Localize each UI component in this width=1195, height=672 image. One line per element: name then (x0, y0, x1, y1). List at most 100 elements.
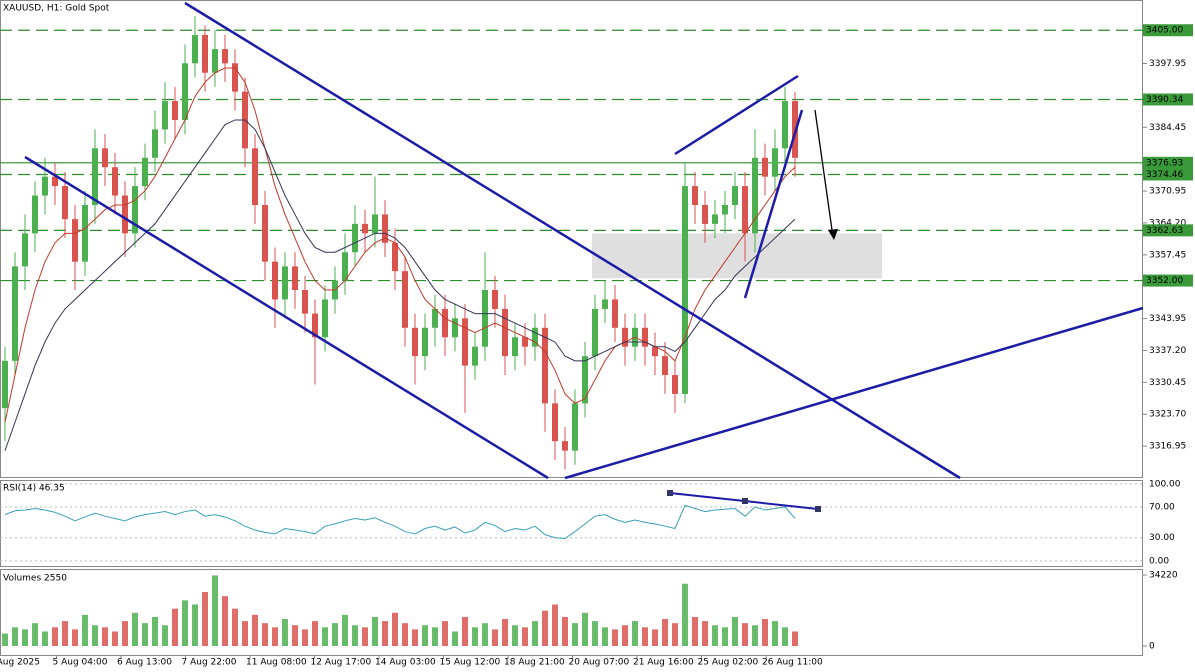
x-tick-label: 25 Aug 02:00 (698, 658, 759, 668)
volume-bar (82, 614, 88, 646)
candle-body (602, 299, 608, 309)
volume-bar (762, 619, 768, 646)
x-tick-label: 7 Aug 22:00 (182, 658, 237, 668)
candle-body (232, 63, 238, 92)
volume-bar (462, 616, 468, 646)
candle-body (652, 346, 658, 357)
candle-body (142, 157, 148, 187)
volume-bar (492, 629, 498, 646)
y-tick-label: 70.00 (1149, 502, 1175, 512)
candle-body (492, 290, 498, 309)
candle-body (212, 49, 218, 73)
y-tick-label: 3384.45 (1149, 123, 1186, 133)
volume-bar (412, 629, 418, 646)
volume-bar (142, 623, 148, 646)
level-label: 3405.00 (1146, 26, 1183, 36)
volume-bar (432, 627, 438, 646)
candle-body (182, 63, 188, 120)
x-tick-label: 20 Aug 07:00 (569, 658, 630, 668)
level-label: 3390.34 (1146, 95, 1183, 105)
divergence-point (742, 498, 748, 504)
volume-bar (592, 621, 598, 646)
y-tick-label: 100.00 (1149, 479, 1181, 489)
level-tag (1143, 168, 1193, 181)
candle-body (502, 308, 508, 357)
candle-body (462, 318, 468, 366)
candle-body (152, 129, 158, 158)
candle-body (772, 148, 778, 177)
volume-bar (732, 616, 738, 646)
volume-bar (322, 627, 328, 646)
moving-average (4, 119, 796, 451)
x-tick-label: 26 Aug 11:00 (762, 658, 823, 668)
volume-bar (312, 621, 318, 646)
level-label: 3352.00 (1146, 276, 1183, 286)
volume-title: Volumes 2550 (3, 574, 67, 584)
candle-body (552, 403, 558, 442)
volume-bar (72, 629, 78, 646)
volume-bar (452, 631, 458, 646)
candle-body (392, 242, 398, 272)
volume-bar (2, 633, 8, 646)
volume-bar (12, 627, 18, 646)
volume-bar (422, 625, 428, 646)
y-tick-label: 3323.70 (1149, 410, 1186, 420)
volume-bar (232, 608, 238, 646)
volume-bar (672, 623, 678, 646)
candle-body (112, 167, 118, 196)
candle-body (612, 299, 618, 328)
candle-body (572, 403, 578, 451)
volume-bar (742, 623, 748, 646)
volume-bar (662, 619, 668, 646)
candle-body (532, 327, 538, 347)
rsi-frame (0, 480, 1143, 567)
volume-bar (652, 629, 658, 646)
candle-body (12, 266, 18, 361)
candle-body (742, 186, 748, 234)
candle-body (662, 356, 668, 376)
x-tick-label: 21 Aug 16:00 (633, 658, 694, 668)
candle-body (32, 195, 38, 234)
y-tick-label: 3364.20 (1149, 218, 1186, 228)
candle-body (172, 101, 178, 120)
candle-body (382, 214, 388, 243)
candle-body (522, 337, 528, 347)
candle-body (422, 327, 428, 357)
channel-lower (24, 155, 549, 480)
candle-body (442, 308, 448, 338)
divergence-point (667, 490, 673, 496)
volume-bar (152, 616, 158, 646)
candle-body (692, 186, 698, 205)
volume-bar (52, 627, 58, 646)
volume-bar (252, 614, 258, 646)
candle-body (482, 290, 488, 347)
x-tick-label: 12 Aug 17:00 (311, 658, 372, 668)
y-tick-label: 0.00 (1149, 556, 1169, 566)
volume-bar (182, 600, 188, 646)
volume-bar (42, 631, 48, 646)
rsi-divergence (667, 490, 821, 512)
volume-bar (372, 616, 378, 646)
candle-body (322, 299, 328, 338)
volume-bar (282, 619, 288, 646)
candle-body (52, 176, 58, 187)
volume-bar (782, 627, 788, 646)
volume-bar (212, 575, 218, 646)
wedge-upper (674, 74, 799, 156)
candle-body (542, 327, 548, 404)
main-frame (0, 0, 1143, 478)
divergence-point (815, 506, 821, 512)
volume-bar (192, 604, 198, 646)
volume-bar (302, 629, 308, 646)
candle-body (192, 34, 198, 64)
volume-bar (712, 625, 718, 646)
candle-body (712, 214, 718, 224)
candle-body (42, 176, 48, 196)
volume-bar (482, 623, 488, 646)
forecast-arrow (814, 109, 838, 240)
volume-bar (522, 627, 528, 646)
volume-bar (262, 623, 268, 646)
candle-body (362, 223, 368, 234)
wedge-lower (743, 109, 804, 299)
